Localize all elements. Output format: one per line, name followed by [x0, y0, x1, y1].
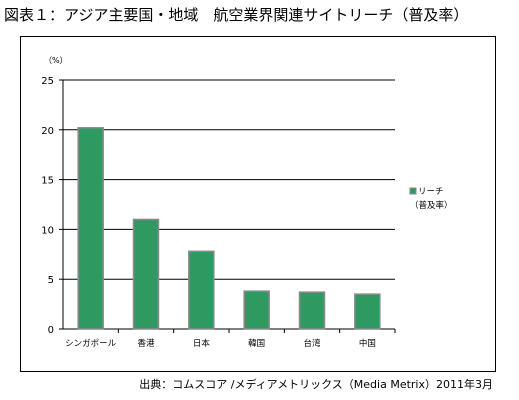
x-tick-label: 韓国: [248, 338, 265, 349]
y-tick-label: 15: [41, 176, 54, 187]
source-note: 出典：コムスコア /メディアメトリックス（Media Metrix）2011年3…: [139, 378, 493, 391]
x-tick-label: 中国: [359, 338, 376, 349]
y-tick-label: 5: [48, 275, 54, 286]
bar-1: [77, 127, 104, 330]
bar-3: [188, 250, 215, 330]
y-tick-label: 20: [41, 126, 54, 137]
x-tick-label: 台湾: [303, 338, 321, 349]
chart-frame: [20, 36, 496, 372]
legend-swatch: [409, 187, 417, 195]
y-tick-label: 25: [41, 76, 54, 87]
bar-6: [354, 293, 381, 330]
figure-title: 図表１：アジア主要国・地域 航空業界関連サイトリーチ（普及率）: [4, 6, 469, 24]
bar-2: [132, 218, 160, 330]
bar-4: [243, 290, 270, 330]
legend-label-sub: （普及率）: [410, 200, 453, 211]
y-tick-label: 10: [41, 225, 54, 236]
x-tick-label: 香港: [137, 338, 155, 349]
y-tick-label: 0: [48, 325, 54, 336]
legend-label: リーチ: [418, 187, 444, 197]
bar-5: [298, 291, 326, 330]
x-tick-label: シンガポール: [65, 338, 117, 349]
y-unit-label: （%）: [44, 56, 68, 65]
x-tick-label: 日本: [193, 338, 211, 349]
